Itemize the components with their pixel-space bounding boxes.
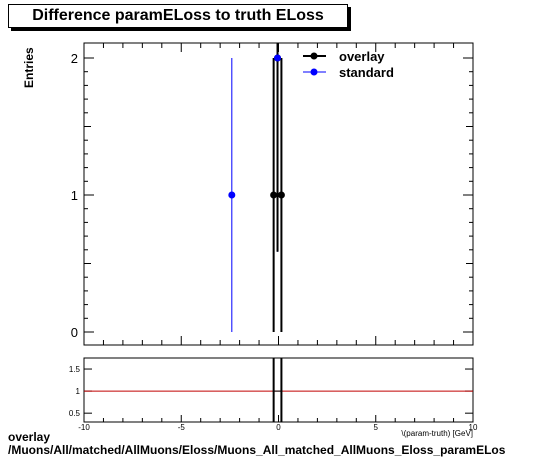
ratio-y-tick-label: 0.5 (69, 409, 81, 418)
caption: overlay /Muons/All/matched/AllMuons/Elos… (8, 431, 505, 457)
caption-line-2: /Muons/All/matched/AllMuons/Eloss/Muons_… (8, 443, 506, 457)
overlay-point (277, 191, 285, 199)
x-tick-label: 0 (276, 423, 281, 432)
x-axis-label: \(param-truth) [GeV] (401, 429, 473, 438)
legend-label-overlay: overlay (339, 49, 385, 64)
y-tick-label: 2 (71, 51, 78, 66)
chart-title: Difference paramELoss to truth ELoss (8, 4, 348, 28)
caption-line-1: overlay (8, 430, 51, 444)
x-tick-label: 10 (469, 423, 478, 432)
ratio-y-tick-label: 1.5 (69, 365, 81, 374)
x-tick-label: 5 (374, 423, 379, 432)
legend-marker-overlay (310, 52, 318, 60)
standard-point (274, 54, 282, 62)
x-tick-label: -5 (178, 423, 186, 432)
x-tick-label: -10 (78, 423, 90, 432)
legend-label-standard: standard (339, 65, 394, 80)
ratio-plot-frame (83, 357, 474, 423)
y-tick-label: 0 (71, 325, 78, 340)
standard-point (228, 191, 236, 199)
overlay-point (270, 191, 278, 199)
legend-marker-standard (310, 68, 318, 76)
ratio-y-tick-label: 1 (76, 387, 81, 396)
y-tick-label: 1 (71, 188, 78, 203)
